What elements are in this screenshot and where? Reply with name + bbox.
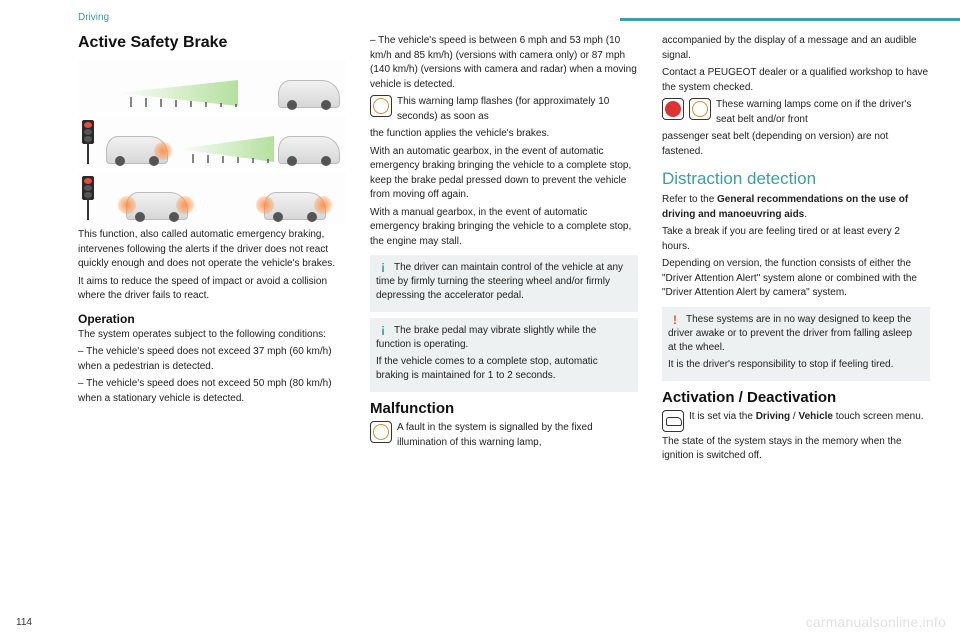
warning-note: ! These systems are in no way designed t… xyxy=(662,307,930,381)
body-text: Contact a PEUGEOT dealer or a qualified … xyxy=(662,66,930,95)
note-text: If the vehicle comes to a complete stop,… xyxy=(376,355,630,383)
section-label: Driving xyxy=(78,12,109,23)
operation-heading: Operation xyxy=(78,312,346,326)
column-1: Active Safety Brake xyxy=(78,34,346,467)
column-3: accompanied by the display of a message … xyxy=(662,34,930,467)
watermark: carmanualsonline.info xyxy=(806,614,946,630)
malfunction-row: A fault in the system is signalled by th… xyxy=(370,421,638,450)
text-bold: Driving xyxy=(756,411,790,422)
text-bold: Vehicle xyxy=(799,411,833,422)
operation-intro: The system operates subject to the follo… xyxy=(78,328,346,343)
text-fragment: Refer to the xyxy=(662,194,717,205)
text-fragment: . xyxy=(804,209,807,220)
text-fragment: / xyxy=(790,411,798,422)
touchscreen-row: It is set via the Driving / Vehicle touc… xyxy=(662,410,930,432)
info-icon: i xyxy=(376,261,390,275)
column-2: – The vehicle's speed is between 6 mph a… xyxy=(370,34,638,467)
operation-bullet: – The vehicle's speed does not exceed 50… xyxy=(78,377,346,406)
distraction-heading: Distraction detection xyxy=(662,169,930,189)
brake-glow-icon xyxy=(314,196,332,214)
body-text: Take a break if you are feeling tired or… xyxy=(662,225,930,254)
speed-condition: – The vehicle's speed is between 6 mph a… xyxy=(370,34,638,92)
illustration-collision xyxy=(78,172,346,224)
note-text: It is the driver's responsibility to sto… xyxy=(668,358,922,372)
warning-icon: ! xyxy=(668,313,682,327)
text-fragment: It is set via the xyxy=(689,411,756,422)
info-note: i The driver can maintain control of the… xyxy=(370,255,638,312)
info-icon: i xyxy=(376,324,390,338)
content-columns: Active Safety Brake xyxy=(78,34,930,467)
warning-lamp-text: This warning lamp flashes (for approxima… xyxy=(397,95,638,124)
operation-bullet: – The vehicle's speed does not exceed 37… xyxy=(78,345,346,374)
seatbelt-warning-icon xyxy=(662,98,684,120)
body-text: the function applies the vehicle's brake… xyxy=(370,127,638,142)
traffic-light-icon xyxy=(80,120,96,164)
body-text: passenger seat belt (depending on versio… xyxy=(662,130,930,159)
text-fragment: touch screen menu. xyxy=(833,411,924,422)
info-note: i The brake pedal may vibrate slightly w… xyxy=(370,318,638,392)
activation-text: It is set via the Driving / Vehicle touc… xyxy=(689,410,930,425)
passenger-warning-icon xyxy=(689,98,711,120)
illustration-sensor-range xyxy=(78,60,346,112)
road-markings-icon xyxy=(178,150,338,162)
seatbelt-warning-row: These warning lamps come on if the drive… xyxy=(662,98,930,127)
road-markings-icon xyxy=(114,94,338,106)
body-text: With a manual gearbox, in the event of a… xyxy=(370,206,638,250)
header-accent-bar xyxy=(620,18,960,21)
touchscreen-menu-icon xyxy=(662,410,684,432)
note-text: The brake pedal may vibrate slightly whi… xyxy=(376,324,630,352)
title-active-safety-brake: Active Safety Brake xyxy=(78,34,346,52)
malfunction-text: A fault in the system is signalled by th… xyxy=(397,421,638,450)
intro-paragraph: This function, also called automatic eme… xyxy=(78,228,346,272)
brake-glow-icon xyxy=(154,142,172,160)
body-text: With an automatic gearbox, in the event … xyxy=(370,145,638,203)
brake-glow-icon xyxy=(118,196,136,214)
brake-glow-icon xyxy=(256,196,274,214)
seatbelt-text: These warning lamps come on if the drive… xyxy=(716,98,930,127)
fault-warning-lamp-icon xyxy=(370,421,392,443)
activation-heading: Activation / Deactivation xyxy=(662,389,930,406)
illustration-brake-warning xyxy=(78,116,346,168)
note-text: These systems are in no way designed to … xyxy=(668,313,922,355)
body-text: Refer to the General recommendations on … xyxy=(662,193,930,222)
intro-paragraph-2: It aims to reduce the speed of impact or… xyxy=(78,275,346,304)
brake-warning-lamp-icon xyxy=(370,95,392,117)
note-text: The driver can maintain control of the v… xyxy=(376,261,630,303)
body-text: accompanied by the display of a message … xyxy=(662,34,930,63)
malfunction-heading: Malfunction xyxy=(370,400,638,417)
brake-glow-icon xyxy=(176,196,194,214)
page-number: 114 xyxy=(16,617,32,628)
traffic-light-icon xyxy=(80,176,96,220)
body-text: The state of the system stays in the mem… xyxy=(662,435,930,464)
warning-lamp-row: This warning lamp flashes (for approxima… xyxy=(370,95,638,124)
body-text: Depending on version, the function consi… xyxy=(662,257,930,301)
